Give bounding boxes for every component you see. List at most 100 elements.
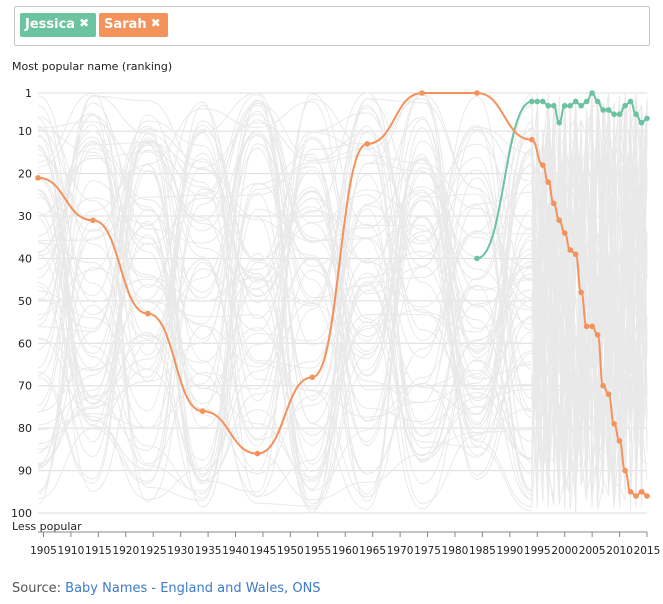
source-prefix: Source: — [12, 581, 66, 596]
background-name-line — [37, 140, 532, 481]
background-name-line — [37, 142, 532, 500]
data-point-jessica — [633, 111, 639, 118]
data-point-jessica — [583, 98, 590, 105]
data-point-sarah — [199, 408, 206, 414]
data-point-sarah — [90, 217, 96, 224]
x-tick-label: 2005 — [579, 545, 606, 557]
data-point-jessica — [594, 98, 601, 105]
x-tick-label: 1970 — [387, 545, 414, 557]
data-point-sarah — [633, 493, 639, 499]
remove-icon[interactable]: ✖ — [79, 16, 90, 30]
background-name-line — [37, 122, 532, 383]
source-link[interactable]: Baby Names - England and Wales, ONS — [65, 581, 321, 596]
tag-jessica[interactable]: Jessica ✖ — [20, 13, 97, 37]
data-point-jessica — [572, 98, 579, 105]
data-point-sarah — [638, 488, 645, 495]
background-name-line — [37, 116, 532, 490]
data-point-jessica — [528, 98, 535, 105]
data-point-sarah — [644, 493, 650, 499]
data-point-jessica — [556, 119, 563, 126]
background-name-line — [37, 98, 532, 493]
data-point-sarah — [611, 421, 617, 427]
data-point-sarah — [556, 217, 563, 224]
x-tick-label: 1975 — [414, 545, 441, 557]
x-tick-label: 1935 — [195, 545, 222, 557]
data-point-sarah — [583, 323, 590, 330]
x-tick-label: 1915 — [85, 545, 112, 557]
data-point-jessica — [622, 102, 628, 109]
background-name-line — [37, 114, 532, 426]
tag-label: Sarah — [104, 17, 147, 32]
background-name-line — [37, 169, 532, 454]
data-point-sarah — [578, 289, 584, 296]
x-tick-label: 1985 — [469, 545, 496, 557]
background-name-line — [37, 180, 532, 436]
data-point-sarah — [567, 247, 573, 253]
name-selector[interactable]: Jessica ✖ Sarah ✖ — [14, 6, 650, 46]
data-point-sarah — [622, 467, 628, 474]
data-point-jessica — [545, 102, 552, 109]
x-tick-label: 1940 — [222, 545, 249, 557]
y-tick-label: 100 — [11, 507, 32, 520]
x-tick-label: 1930 — [167, 545, 194, 557]
data-point-sarah — [545, 179, 552, 185]
background-name-line — [37, 98, 532, 493]
x-tick-label: 1925 — [140, 545, 167, 557]
x-tick-label: 2010 — [606, 545, 633, 557]
data-point-sarah — [309, 374, 316, 381]
x-tick-label: 1960 — [332, 545, 359, 557]
data-point-jessica — [644, 115, 650, 122]
y-tick-label: 30 — [18, 210, 32, 223]
tag-sarah[interactable]: Sarah ✖ — [99, 13, 168, 37]
background-name-line — [37, 102, 532, 484]
y-tick-label: 20 — [18, 168, 32, 181]
x-tick-label: 1980 — [442, 545, 469, 557]
data-point-jessica — [600, 107, 606, 113]
x-tick-label: 1995 — [524, 545, 551, 557]
data-point-jessica — [638, 119, 645, 126]
background-name-line — [531, 97, 648, 432]
data-point-jessica — [611, 111, 617, 118]
data-point-jessica — [616, 111, 623, 118]
background-name-line — [37, 166, 532, 501]
remove-icon[interactable]: ✖ — [150, 16, 161, 30]
y-tick-label: 70 — [18, 380, 32, 393]
data-point-sarah — [600, 382, 606, 389]
y-axis-bottom-label: Less popular — [12, 520, 82, 533]
data-point-sarah — [35, 175, 41, 181]
data-point-sarah — [144, 310, 151, 317]
y-tick-label: 1 — [25, 87, 32, 100]
data-point-jessica — [534, 98, 541, 105]
x-tick-label: 2000 — [551, 545, 578, 557]
y-tick-label: 60 — [18, 337, 32, 350]
background-name-line — [37, 188, 532, 500]
x-tick-label: 1920 — [112, 545, 139, 557]
data-point-sarah — [539, 162, 546, 168]
data-point-sarah — [572, 251, 579, 258]
data-point-sarah — [254, 450, 261, 457]
x-tick-label: 1990 — [496, 545, 523, 557]
data-point-jessica — [605, 107, 612, 113]
background-name-lines — [37, 92, 648, 513]
x-tick-label: 1955 — [304, 545, 331, 557]
background-name-line — [37, 124, 532, 503]
background-name-line — [37, 120, 532, 460]
data-point-sarah — [589, 323, 595, 330]
data-point-jessica — [578, 102, 584, 109]
data-point-sarah — [616, 438, 623, 444]
background-name-line — [37, 133, 532, 480]
source-note: Source: Baby Names - England and Wales, … — [12, 581, 321, 596]
data-point-sarah — [550, 200, 557, 207]
background-name-line — [531, 117, 648, 508]
data-point-jessica — [627, 98, 634, 105]
background-name-line — [37, 148, 532, 418]
background-name-line — [37, 130, 532, 428]
data-point-sarah — [364, 141, 370, 147]
x-tick-label: 1965 — [359, 545, 386, 557]
y-tick-label: 80 — [18, 422, 32, 435]
background-name-line — [37, 137, 532, 458]
data-point-sarah — [594, 332, 601, 338]
y-tick-label: 50 — [18, 295, 32, 308]
data-point-jessica — [539, 98, 546, 105]
y-tick-label: 10 — [18, 125, 32, 138]
